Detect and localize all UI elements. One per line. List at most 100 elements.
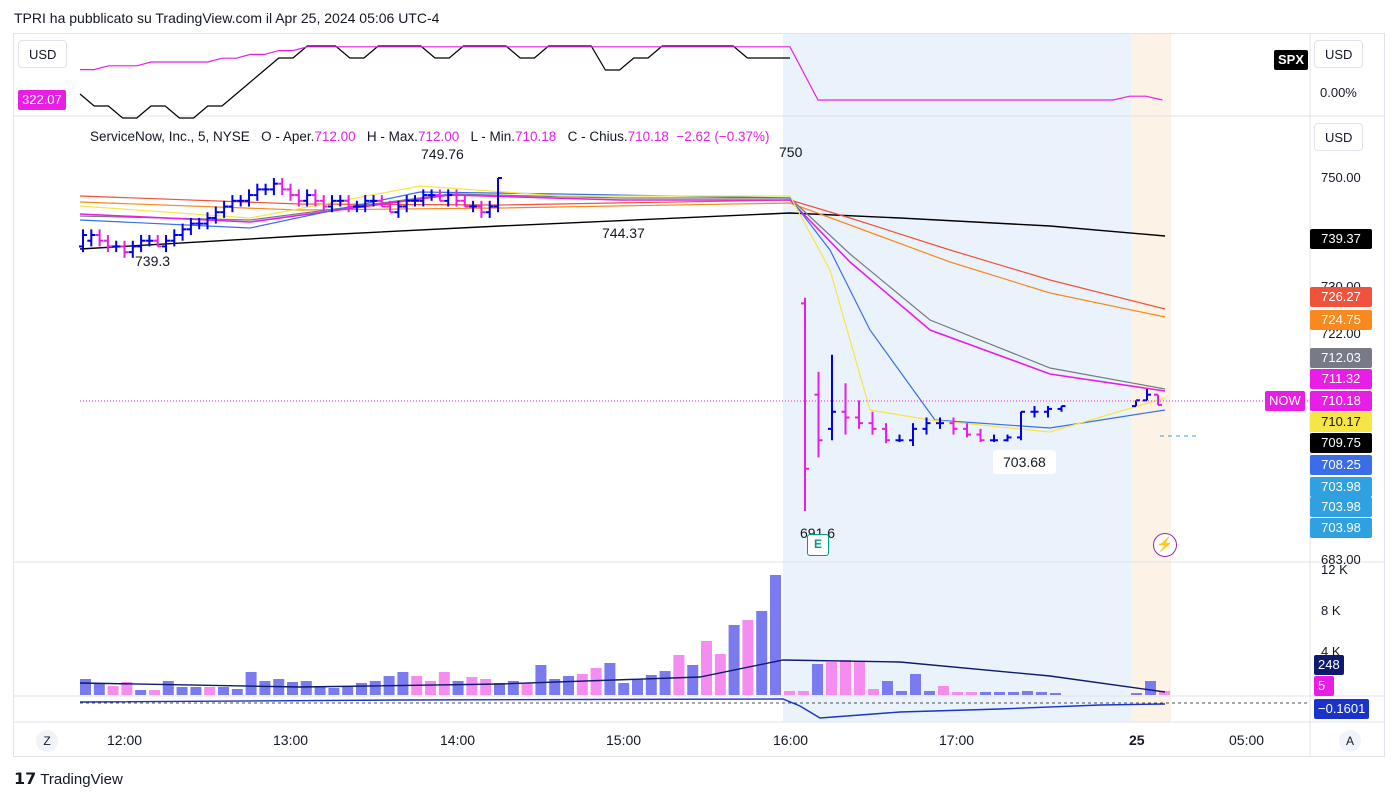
price-bar bbox=[286, 183, 295, 201]
volume-bar bbox=[135, 690, 147, 695]
currency-button-left[interactable]: USD bbox=[18, 40, 68, 68]
price-bar bbox=[220, 200, 229, 218]
publish-header: TPRI ha pubblicato su TradingView.com il… bbox=[14, 10, 440, 26]
price-bar bbox=[95, 229, 104, 247]
price-bars bbox=[79, 177, 1162, 511]
price-tag: 703.98 bbox=[1310, 477, 1372, 497]
osc-line bbox=[79, 698, 1166, 719]
price-bar bbox=[170, 229, 179, 247]
price-bar bbox=[841, 383, 850, 435]
price-tag: 724.75 bbox=[1310, 310, 1372, 330]
volume-bar bbox=[328, 688, 340, 695]
volume-bar bbox=[507, 681, 519, 695]
price-tag: 739.37 bbox=[1310, 229, 1372, 249]
price-tag: 710.18 bbox=[1310, 391, 1372, 411]
volume-bar bbox=[728, 625, 740, 695]
price-bar bbox=[460, 195, 469, 208]
price-bar bbox=[228, 195, 237, 213]
price-bar bbox=[1030, 406, 1039, 418]
volume-bar bbox=[756, 611, 768, 695]
volume-bar bbox=[673, 655, 685, 695]
currency-button-compare[interactable]: USD bbox=[1314, 40, 1364, 68]
price-bar bbox=[963, 423, 971, 438]
volume-bar bbox=[80, 679, 91, 695]
price-bar bbox=[452, 189, 461, 207]
ma-blue-line bbox=[79, 191, 1166, 429]
annotation-high-2: 750 bbox=[779, 144, 803, 160]
time-tick: 15:00 bbox=[606, 732, 642, 748]
volume-bar bbox=[714, 654, 726, 695]
price-bar bbox=[976, 428, 985, 443]
chart-frame bbox=[13, 33, 1385, 757]
volume-bar bbox=[659, 671, 671, 695]
auto-zoom-button[interactable]: Z bbox=[36, 730, 58, 752]
volume-bar bbox=[287, 682, 298, 695]
price-bar bbox=[128, 240, 137, 258]
price-bar bbox=[1143, 388, 1151, 402]
price-tag: 710.17 bbox=[1310, 412, 1372, 432]
legend-row: ServiceNow, Inc., 5, NYSE O - Aper.712.0… bbox=[90, 129, 769, 144]
volume-bar bbox=[162, 681, 174, 695]
volume-bar bbox=[812, 664, 823, 695]
price-bar bbox=[949, 417, 958, 435]
price-bar bbox=[137, 235, 146, 253]
legend-close-value: 710.18 bbox=[627, 129, 669, 144]
volume-tag: 5 bbox=[1314, 676, 1334, 696]
volume-bar bbox=[369, 681, 381, 695]
price-bar bbox=[895, 434, 904, 443]
price-bar bbox=[145, 235, 154, 247]
volume-bar bbox=[826, 662, 837, 695]
volume-bars bbox=[79, 575, 1170, 695]
volume-bar bbox=[521, 683, 533, 695]
annotation-low-2: 739.3 bbox=[135, 253, 171, 269]
volume-bar bbox=[632, 679, 643, 695]
oscillator-pane bbox=[79, 698, 1166, 719]
volume-bar bbox=[938, 686, 949, 695]
ma-magenta-line bbox=[79, 194, 1166, 392]
price-bar bbox=[203, 212, 212, 230]
price-bar bbox=[269, 178, 278, 196]
price-bar bbox=[882, 423, 890, 444]
compare-symbol-tag: SPX bbox=[1274, 50, 1309, 70]
annotation-low-3: 703.68 bbox=[993, 450, 1056, 474]
volume-bar bbox=[480, 679, 492, 695]
volume-bar bbox=[896, 691, 907, 695]
price-tag: 711.32 bbox=[1310, 369, 1372, 389]
legend-change: −2.62 (−0.37%) bbox=[676, 129, 770, 144]
price-bar bbox=[112, 240, 121, 253]
lightning-icon[interactable]: ⚡ bbox=[1153, 533, 1177, 557]
price-bar bbox=[402, 195, 411, 213]
moving-averages bbox=[79, 185, 1166, 433]
volume-bar bbox=[425, 681, 436, 695]
volume-bar bbox=[770, 575, 781, 695]
price-bar bbox=[1044, 406, 1052, 418]
volume-bar bbox=[1159, 691, 1170, 695]
volume-bar bbox=[397, 672, 409, 695]
price-bar bbox=[103, 235, 112, 253]
legend-symbol: ServiceNow, Inc., 5, NYSE bbox=[90, 129, 250, 144]
price-bar bbox=[469, 200, 478, 213]
compare-left-value-tag: 322.07 bbox=[18, 90, 66, 110]
price-bar bbox=[485, 200, 494, 218]
symbol-price-tag: NOW bbox=[1265, 391, 1305, 411]
price-bar bbox=[195, 217, 204, 230]
annotation-low-1: 744.37 bbox=[602, 225, 645, 241]
price-bar bbox=[435, 189, 444, 202]
currency-button-main[interactable]: USD bbox=[1314, 123, 1364, 151]
auto-scale-button[interactable]: A bbox=[1339, 730, 1361, 752]
legend-high-value: 712.00 bbox=[417, 129, 460, 144]
tradingview-logo-icon: 𝟭𝟳 bbox=[14, 771, 37, 788]
volume-bar bbox=[356, 683, 367, 695]
volume-bar bbox=[645, 675, 657, 695]
volume-bar bbox=[563, 676, 574, 695]
price-bar bbox=[419, 189, 428, 207]
earnings-icon[interactable]: E bbox=[807, 534, 829, 556]
volume-tick-12k: 12 K bbox=[1321, 562, 1348, 577]
volume-bar bbox=[107, 686, 119, 695]
price-bar bbox=[303, 189, 312, 207]
volume-bar bbox=[535, 665, 547, 695]
price-tag: 703.98 bbox=[1310, 497, 1372, 517]
price-tag: 726.27 bbox=[1310, 287, 1372, 307]
volume-bar bbox=[966, 692, 977, 695]
